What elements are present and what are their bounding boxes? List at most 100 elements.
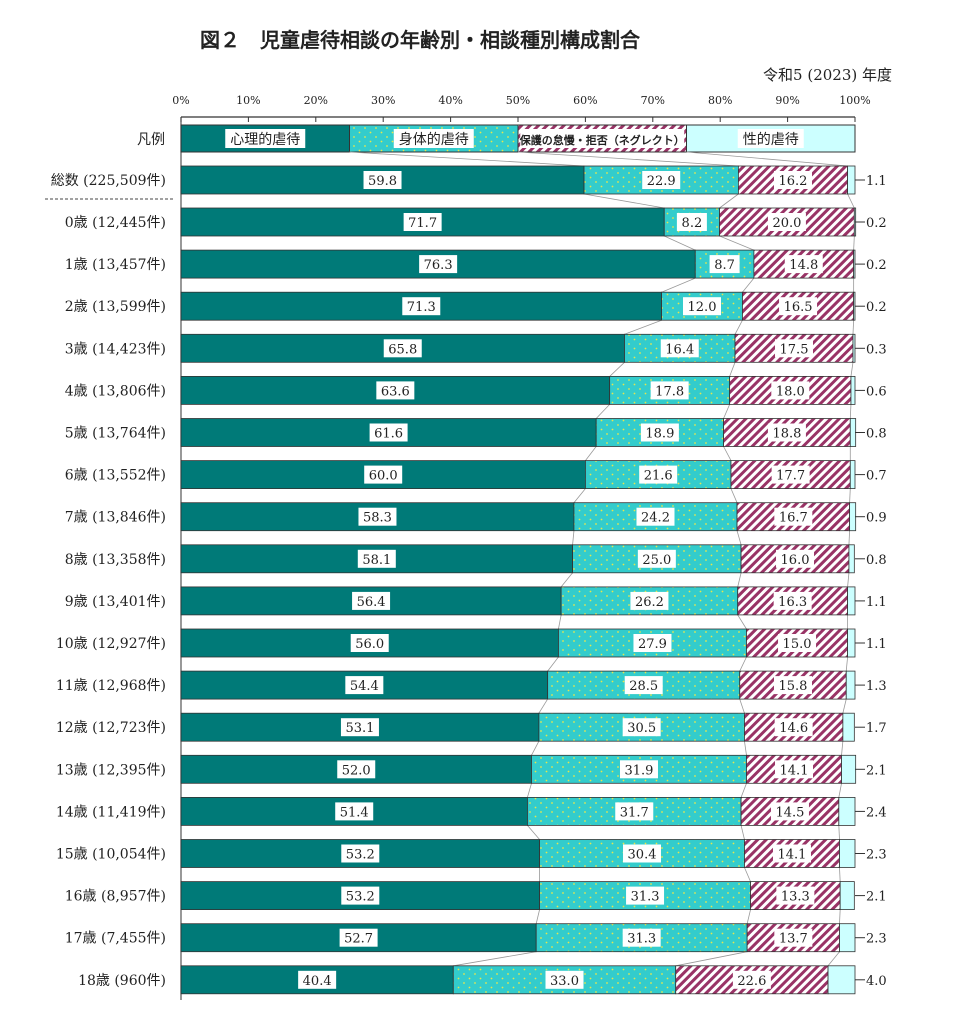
data-label-bg xyxy=(642,171,681,189)
data-label: 1.7 xyxy=(866,721,887,736)
data-label-bg xyxy=(709,255,740,274)
data-label-bg xyxy=(376,381,415,400)
x-tick-label: 60% xyxy=(573,94,597,107)
data-label-bg xyxy=(639,465,678,484)
connector-line xyxy=(535,909,540,924)
x-tick-label: 40% xyxy=(438,94,462,107)
category-label: 17歳 (7,455件) xyxy=(65,931,166,947)
connector-line xyxy=(675,951,748,967)
data-label: 18.9 xyxy=(645,427,674,442)
data-label-bg xyxy=(626,886,665,905)
x-tick-label: 30% xyxy=(371,94,395,107)
data-label-bg xyxy=(771,465,810,484)
category-label: 10歳 (12,927件) xyxy=(56,636,166,652)
chart-title: 図２ 児童虐待相談の年齢別・相談種別構成割合 xyxy=(200,28,641,52)
bar-segment xyxy=(848,544,855,574)
data-label: 8.2 xyxy=(682,216,703,231)
connector-lines xyxy=(349,151,855,967)
data-label: 33.0 xyxy=(550,974,579,989)
legend-label-bg xyxy=(737,129,804,148)
connector-line xyxy=(739,656,747,672)
data-label-bg xyxy=(383,339,422,358)
data-label: 31.9 xyxy=(625,763,654,778)
connector-line xyxy=(583,193,665,209)
data-label: 2.1 xyxy=(866,890,887,905)
bar-segment xyxy=(842,712,855,742)
data-label: 16.0 xyxy=(781,553,810,568)
data-label-bg xyxy=(636,507,675,526)
connector-line xyxy=(527,783,532,798)
data-label: 63.6 xyxy=(381,384,410,399)
data-label-bg xyxy=(345,676,384,695)
data-label: 24.2 xyxy=(641,511,670,526)
data-label-bg xyxy=(340,718,379,737)
bar-segment xyxy=(852,333,856,363)
connector-line xyxy=(847,193,855,209)
data-label-bg xyxy=(633,634,672,652)
connector-line xyxy=(848,530,851,545)
bar-segment xyxy=(827,965,856,995)
bar-segment xyxy=(853,249,856,279)
data-label-bg xyxy=(770,802,809,821)
connector-line xyxy=(729,362,736,377)
connector-line xyxy=(847,572,850,587)
data-label: 59.8 xyxy=(368,174,397,189)
legend-entry: 保護の怠慢・拒否（ネグレクト） xyxy=(519,133,685,147)
data-label-bg xyxy=(623,844,662,863)
category-label: 9歳 (13,401件) xyxy=(65,594,166,610)
data-label-bg xyxy=(357,549,396,568)
connector-line xyxy=(664,235,696,251)
data-label: 0.3 xyxy=(866,342,887,357)
x-tick-label: 50% xyxy=(506,94,530,107)
legend-label-bg xyxy=(225,129,306,148)
data-label: 17.8 xyxy=(655,384,684,399)
data-label-bg xyxy=(350,634,389,652)
connector-line xyxy=(723,446,732,461)
data-label-bg xyxy=(341,886,380,905)
data-label-bg xyxy=(364,465,403,484)
data-label: 22.6 xyxy=(737,974,766,989)
data-label-bg xyxy=(419,255,458,274)
data-label: 56.0 xyxy=(355,637,384,652)
connector-line xyxy=(560,572,573,588)
data-label: 15.8 xyxy=(779,679,808,694)
category-label: 14歳 (11,419件) xyxy=(56,804,166,820)
data-label-bg xyxy=(640,423,679,442)
connector-line xyxy=(838,825,840,840)
data-label: 13.7 xyxy=(779,932,808,947)
data-label-bg xyxy=(624,676,663,695)
data-label-bg xyxy=(774,928,813,947)
connector-line xyxy=(736,530,742,545)
data-label: 16.2 xyxy=(779,174,808,189)
connector-line xyxy=(740,825,745,840)
connector-line xyxy=(558,614,562,630)
x-tick-label: 90% xyxy=(775,94,799,107)
x-tick-label: 10% xyxy=(236,94,260,107)
connector-line xyxy=(585,446,597,461)
data-label: 18.8 xyxy=(772,427,801,442)
data-label-bg xyxy=(545,970,584,989)
data-label: 54.4 xyxy=(350,679,379,694)
data-label-bg xyxy=(615,802,654,821)
data-label: 52.0 xyxy=(342,763,371,778)
data-label: 31.3 xyxy=(631,890,660,905)
data-label: 52.7 xyxy=(344,932,373,947)
data-label: 16.7 xyxy=(779,511,808,526)
data-label: 13.3 xyxy=(781,890,810,905)
bar-segment xyxy=(849,460,856,490)
data-label-bg xyxy=(779,297,818,316)
connector-line xyxy=(624,319,662,335)
connector-line xyxy=(740,783,747,798)
data-label: 58.3 xyxy=(363,511,392,526)
bar-segment xyxy=(737,165,848,195)
legend-entry: 心理的虐待 xyxy=(230,132,300,148)
category-label: 3歳 (14,423件) xyxy=(65,341,166,357)
data-label-bg xyxy=(341,844,380,863)
data-label: 76.3 xyxy=(424,258,453,273)
connector-line xyxy=(838,783,842,798)
data-label: 1.1 xyxy=(866,595,887,610)
data-label: 1.3 xyxy=(866,679,887,694)
connector-line xyxy=(853,235,855,251)
bar-segment xyxy=(847,586,856,616)
data-label: 14.6 xyxy=(779,721,808,736)
